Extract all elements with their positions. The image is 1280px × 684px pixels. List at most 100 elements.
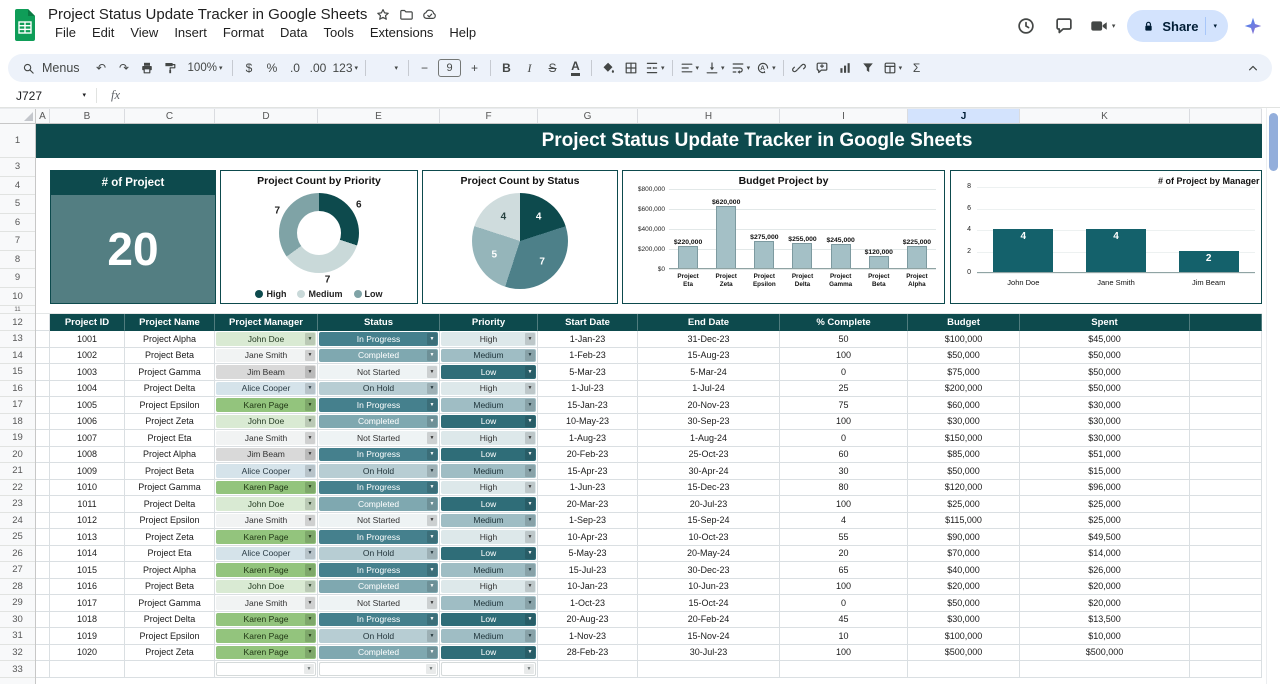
cell-budget[interactable]: $20,000 [908,579,1020,596]
cell-project-manager[interactable]: Jane Smith▼ [215,513,318,530]
column-a-spacer[interactable] [36,513,50,530]
cell-percent-complete[interactable]: 20 [780,546,908,563]
column-a-spacer[interactable] [36,529,50,546]
column-header-a[interactable]: A [36,109,50,123]
cell-blank[interactable] [1190,480,1262,497]
cell-project-id[interactable]: 1010 [50,480,125,497]
cell-blank[interactable] [1190,595,1262,612]
cell-priority[interactable]: Low▼ [440,612,538,629]
header-cell-project-name[interactable]: Project Name [125,314,215,331]
priority-dropdown[interactable]: Low▼ [441,547,536,561]
cell-budget[interactable]: $75,000 [908,364,1020,381]
bar-project-delta[interactable]: $255,000 [792,243,812,269]
row-header-33[interactable]: 33 [0,661,35,678]
status-dropdown[interactable]: On Hold▼ [319,629,438,643]
cell-spent[interactable]: $26,000 [1020,562,1190,579]
cell-spent[interactable]: $96,000 [1020,480,1190,497]
cell-start-date[interactable]: 1-Jul-23 [538,381,638,398]
cell-priority[interactable]: Medium▼ [440,595,538,612]
cell-budget[interactable]: $100,000 [908,331,1020,348]
column-a-spacer[interactable] [36,463,50,480]
bar-project-zeta[interactable]: $620,000 [716,206,736,268]
cell-budget[interactable]: $25,000 [908,496,1020,513]
row-header-27[interactable]: 27 [0,562,35,579]
percent-format-icon[interactable]: % [260,57,283,79]
print-icon[interactable] [136,57,159,79]
undo-icon[interactable]: ↶ [90,57,113,79]
cell-end-date[interactable] [638,661,780,678]
manager-dropdown[interactable]: Alice Cooper▼ [216,382,316,396]
cell-start-date[interactable]: 1-Oct-23 [538,595,638,612]
cell-budget[interactable]: $120,000 [908,480,1020,497]
cell-blank[interactable] [1190,579,1262,596]
row-header-14[interactable]: 14 [0,348,35,365]
cell-project-manager[interactable]: John Doe▼ [215,331,318,348]
row-header-5[interactable]: 5 [0,195,35,214]
cell-spent[interactable]: $14,000 [1020,546,1190,563]
cell-end-date[interactable]: 10-Oct-23 [638,529,780,546]
header-cell-priority[interactable]: Priority [440,314,538,331]
gemini-sparkle-icon[interactable] [1240,13,1266,39]
cell-status[interactable]: In Progress▼ [318,331,440,348]
row-header-26[interactable]: 26 [0,546,35,563]
redo-icon[interactable]: ↷ [113,57,136,79]
cell-project-name[interactable] [125,661,215,678]
functions-icon[interactable]: Σ [905,57,928,79]
bar-project-eta[interactable]: $220,000 [678,246,698,268]
cell-project-id[interactable]: 1020 [50,645,125,662]
cell-end-date[interactable]: 15-Dec-23 [638,480,780,497]
status-dropdown[interactable]: On Hold▼ [319,464,438,478]
cell-priority[interactable]: Low▼ [440,546,538,563]
cell-end-date[interactable]: 30-Jul-23 [638,645,780,662]
cell-spent[interactable]: $49,500 [1020,529,1190,546]
cell-percent-complete[interactable]: 75 [780,397,908,414]
manager-dropdown[interactable]: Alice Cooper▼ [216,547,316,561]
manager-dropdown[interactable]: Karen Page▼ [216,646,316,660]
cell-project-manager[interactable]: Alice Cooper▼ [215,546,318,563]
column-header-b[interactable]: B [50,109,125,123]
cell-end-date[interactable]: 15-Aug-23 [638,348,780,365]
column-a-spacer[interactable] [36,364,50,381]
manager-dropdown[interactable]: Jane Smith▼ [216,431,316,445]
cell-blank[interactable] [1190,447,1262,464]
row-header-21[interactable]: 21 [0,463,35,480]
cell-blank[interactable] [1190,513,1262,530]
status-dropdown[interactable]: In Progress▼ [319,448,438,462]
cell-blank[interactable] [1190,430,1262,447]
column-a-spacer[interactable] [36,628,50,645]
cell-start-date[interactable] [538,661,638,678]
cell-status[interactable]: Not Started▼ [318,513,440,530]
priority-chart-card[interactable]: Project Count by Priority HighMediumLow … [220,170,418,304]
cell-percent-complete[interactable]: 0 [780,430,908,447]
column-header-blank[interactable] [1190,109,1262,123]
cell-budget[interactable]: $85,000 [908,447,1020,464]
cell-project-id[interactable]: 1013 [50,529,125,546]
fill-color-icon[interactable] [596,57,619,79]
meet-video-icon[interactable]: ▾ [1089,13,1116,39]
priority-dropdown[interactable]: Medium▼ [441,596,536,610]
currency-format-icon[interactable]: $ [237,57,260,79]
cell-blank[interactable] [1190,348,1262,365]
cell-start-date[interactable]: 1-Jan-23 [538,331,638,348]
cell-start-date[interactable]: 5-May-23 [538,546,638,563]
row-header-4[interactable]: 4 [0,177,35,196]
cell-start-date[interactable]: 20-Mar-23 [538,496,638,513]
priority-dropdown[interactable]: Low▼ [441,646,536,660]
row-header-19[interactable]: 19 [0,430,35,447]
cell-percent-complete[interactable]: 55 [780,529,908,546]
menu-file[interactable]: File [48,24,83,41]
manager-dropdown[interactable]: Alice Cooper▼ [216,464,316,478]
font-size-input[interactable]: 9 [438,59,461,77]
cell-project-name[interactable]: Project Zeta [125,414,215,431]
cell-status[interactable]: On Hold▼ [318,628,440,645]
cell-start-date[interactable]: 10-Apr-23 [538,529,638,546]
column-a-spacer[interactable] [36,447,50,464]
cell-project-name[interactable]: Project Gamma [125,480,215,497]
manager-dropdown[interactable]: Karen Page▼ [216,563,316,577]
cell-priority[interactable]: High▼ [440,480,538,497]
row-header-31[interactable]: 31 [0,628,35,645]
cell-project-manager[interactable]: Jim Beam▼ [215,447,318,464]
cell-budget[interactable]: $500,000 [908,645,1020,662]
hide-menus-button[interactable] [1241,57,1264,79]
status-dropdown[interactable]: Not Started▼ [319,596,438,610]
